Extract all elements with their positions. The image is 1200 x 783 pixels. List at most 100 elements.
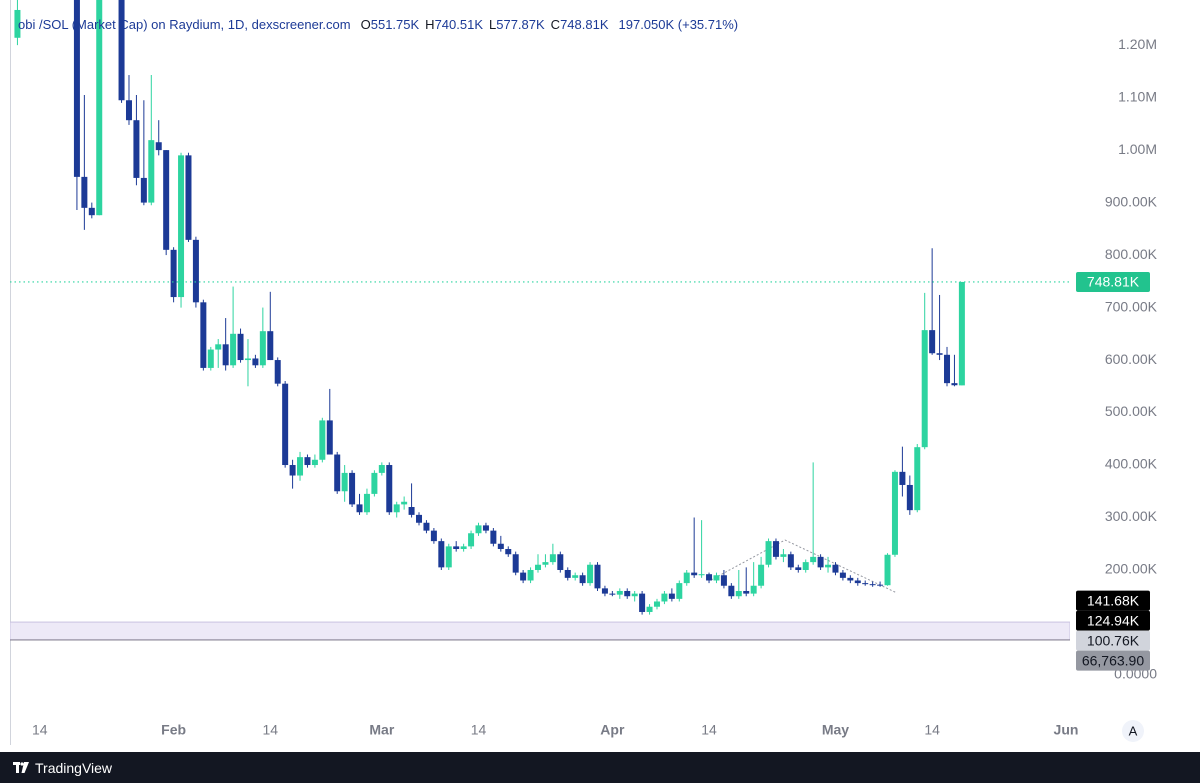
- candle-body: [535, 564, 541, 570]
- candle-body: [542, 562, 549, 565]
- price-label: 124.94K: [1087, 612, 1140, 628]
- candle-body: [720, 575, 727, 586]
- plot-area: [10, 0, 1070, 641]
- candle-body: [691, 572, 698, 576]
- brand-name[interactable]: TradingView: [35, 759, 113, 776]
- candle-body: [297, 457, 304, 476]
- candle-body: [601, 588, 608, 594]
- symbol-title: obi /SOL (Market Cap) on Raydium, 1D, de…: [18, 17, 351, 32]
- x-tick-label: Feb: [161, 722, 186, 738]
- auto-scale-button[interactable]: A: [1122, 720, 1144, 742]
- candle-body: [564, 569, 571, 578]
- candle-body: [906, 484, 913, 511]
- ohlc-value: 577.87K: [496, 17, 545, 32]
- candle-body: [88, 207, 95, 216]
- candle-body: [795, 567, 802, 570]
- price-label-bg: [1076, 630, 1150, 651]
- candle-body: [646, 606, 653, 612]
- candle-body: [468, 533, 475, 547]
- candle-body: [884, 554, 891, 586]
- ohlc-value: 748.81K: [560, 17, 609, 32]
- candle-body: [401, 501, 408, 505]
- ohlc-key: L: [489, 17, 497, 32]
- price-label: 141.68K: [1087, 592, 1140, 608]
- price-label-bg: [1076, 650, 1150, 671]
- candle-body: [698, 574, 705, 576]
- candle-body: [594, 564, 601, 589]
- candle-body: [854, 580, 861, 584]
- candle-body: [304, 457, 311, 466]
- x-tick-label: 14: [471, 722, 487, 738]
- candle-body: [877, 584, 884, 586]
- candle-body: [334, 454, 341, 492]
- candle-body: [713, 575, 720, 581]
- trend-line: [710, 539, 898, 594]
- candle-body: [512, 554, 519, 573]
- candle-body: [125, 100, 132, 121]
- candle-body: [163, 150, 170, 250]
- y-tick-label: 400.00K: [1105, 456, 1158, 472]
- candle-body: [363, 493, 370, 513]
- auto-button-bg[interactable]: [1122, 720, 1144, 742]
- price-label: 748.81K: [1087, 274, 1140, 290]
- candle-body: [772, 541, 779, 557]
- price-label-bg: [1076, 610, 1150, 631]
- candle-body: [743, 590, 750, 594]
- candle-body: [639, 593, 646, 612]
- candle-body: [408, 507, 415, 515]
- candle-body: [423, 522, 430, 531]
- candle-body: [728, 585, 735, 597]
- candle-body: [155, 142, 162, 151]
- candle-body: [349, 472, 356, 505]
- candle-body: [14, 9, 21, 38]
- candle-body: [609, 593, 616, 595]
- candle-body: [520, 572, 527, 581]
- candle-body: [453, 546, 460, 549]
- candle-body: [170, 249, 177, 298]
- candle-body: [661, 593, 668, 602]
- candle-body: [416, 514, 423, 523]
- candle-body: [289, 465, 296, 476]
- candle-body: [653, 601, 660, 607]
- y-tick-label: 700.00K: [1105, 298, 1158, 314]
- volume-change: 197.050K (+35.71%): [618, 17, 739, 32]
- ohlc-key: H: [425, 17, 435, 32]
- y-tick-label: 1.10M: [1118, 88, 1157, 104]
- candle-body: [192, 239, 199, 303]
- candle-body: [497, 543, 504, 549]
- candle-body: [631, 593, 638, 597]
- candle-body: [378, 465, 385, 473]
- brand-logo: [13, 761, 29, 773]
- candle-body: [230, 333, 237, 366]
- candle-body: [758, 564, 765, 586]
- candle-body: [356, 504, 363, 513]
- candle-body: [505, 548, 512, 555]
- y-tick-label: 1.00M: [1118, 141, 1157, 157]
- candle-body: [810, 556, 817, 563]
- candle-body: [430, 530, 437, 542]
- x-tick-label: Jun: [1054, 722, 1079, 738]
- candle-body: [936, 353, 943, 355]
- candle-body: [438, 541, 445, 568]
- price-range-band: [10, 621, 1070, 641]
- x-tick-label: 14: [701, 722, 717, 738]
- candle-body: [326, 420, 333, 455]
- candle-body: [140, 177, 147, 203]
- candle-body: [319, 420, 326, 460]
- y-tick-label: 900.00K: [1105, 193, 1158, 209]
- auto-button-label[interactable]: A: [1129, 723, 1138, 738]
- candles: [14, 0, 965, 615]
- candle-body: [267, 331, 274, 361]
- candle-body: [839, 572, 846, 578]
- candle-body: [274, 360, 281, 384]
- candle-body: [869, 584, 876, 586]
- candle-body: [482, 525, 489, 531]
- y-tick-label: 800.00K: [1105, 246, 1158, 262]
- x-tick-label: Apr: [600, 722, 625, 738]
- candle-body: [683, 572, 690, 584]
- y-tick-label: 200.00K: [1105, 561, 1158, 577]
- y-tick-label: 1.20M: [1118, 36, 1157, 52]
- ohlc-value: 551.75K: [370, 17, 420, 32]
- candle-body: [244, 358, 251, 361]
